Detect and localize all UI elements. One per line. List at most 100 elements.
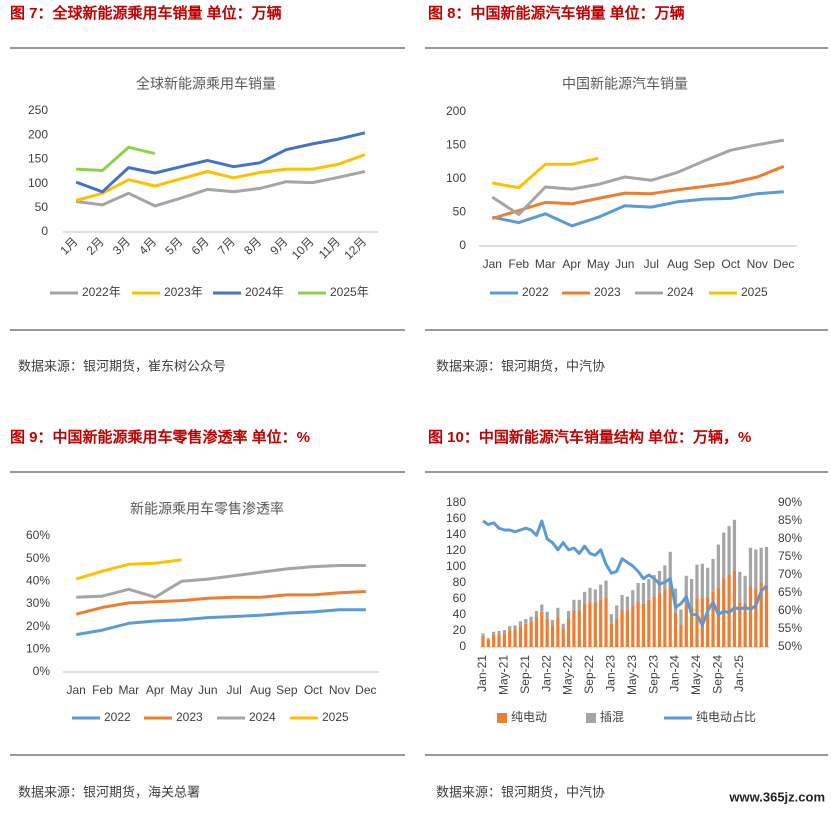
x-tick-label: Sep-23 xyxy=(646,655,660,694)
x-tick-label: Jan xyxy=(66,683,85,697)
chart-title: 全球新能源乘用车销量 xyxy=(136,76,276,92)
bar-segment xyxy=(497,634,501,647)
bar-segment xyxy=(604,580,608,598)
series-line xyxy=(492,156,599,190)
y-tick-label: 50 xyxy=(453,205,467,219)
y2-tick-label: 85% xyxy=(778,513,802,527)
bar-segment xyxy=(583,591,587,604)
x-tick-label: Nov xyxy=(329,683,350,697)
x-tick-label: Oct xyxy=(304,683,323,697)
x-tick-label: Nov xyxy=(747,257,768,271)
legend-label: 2025 xyxy=(322,710,349,724)
bar-segment xyxy=(668,579,672,647)
bar-segment xyxy=(615,605,619,619)
x-tick-label: Jan-25 xyxy=(732,655,746,692)
legend-label: 2022 xyxy=(104,710,131,724)
y-tick-label: 20 xyxy=(453,623,467,637)
bar-segment xyxy=(711,591,715,647)
bar-segment xyxy=(684,603,688,647)
bar-segment xyxy=(609,623,613,647)
bar-segment xyxy=(759,583,763,647)
bar-segment xyxy=(647,579,651,600)
bar-segment xyxy=(663,589,667,647)
bar-segment xyxy=(545,611,549,619)
series-line xyxy=(75,153,366,202)
bar-segment xyxy=(690,579,694,607)
bar-segment xyxy=(652,596,656,647)
bar-segment xyxy=(711,559,715,592)
bar-segment xyxy=(679,624,683,647)
y-tick-label: 50% xyxy=(26,551,50,565)
bar-segment xyxy=(550,619,555,626)
bar-segment xyxy=(502,633,506,647)
bar-segment xyxy=(599,584,603,600)
bar-segment xyxy=(492,635,496,647)
legend-label: 2024年 xyxy=(245,285,284,299)
x-tick-label: 10月 xyxy=(289,234,317,262)
x-tick-label: Jan-22 xyxy=(539,655,553,692)
series-line xyxy=(491,164,785,220)
bar-segment xyxy=(716,587,720,647)
x-tick-label: Mar xyxy=(535,257,556,271)
series-line xyxy=(491,138,785,216)
bar-segment xyxy=(620,595,624,610)
x-tick-label: Feb xyxy=(92,683,113,697)
y2-tick-label: 80% xyxy=(778,531,802,545)
y-tick-label: 0% xyxy=(33,664,51,678)
bar-segment xyxy=(743,575,747,603)
y-tick-label: 100 xyxy=(446,559,466,573)
y-tick-label: 180 xyxy=(446,495,466,509)
x-tick-label: Dec xyxy=(355,683,376,697)
chart-title: 新能源乘用车零售渗透率 xyxy=(130,501,284,517)
legend-label: 2023 xyxy=(594,285,621,299)
legend-label: 2022 xyxy=(522,285,549,299)
bar-segment xyxy=(743,603,747,647)
bar-segment xyxy=(764,584,769,647)
x-tick-label: Jan xyxy=(483,257,502,271)
bar-segment xyxy=(732,519,737,571)
x-tick-label: 5月 xyxy=(162,234,185,257)
y2-tick-label: 55% xyxy=(778,621,802,635)
watermark: www.365jz.com xyxy=(728,789,825,804)
y-tick-label: 100 xyxy=(28,176,48,190)
bar-segment xyxy=(486,638,490,640)
series-line xyxy=(492,190,784,228)
y2-tick-label: 60% xyxy=(778,603,802,617)
y-tick-label: 60 xyxy=(453,591,467,605)
bar-segment xyxy=(540,604,544,612)
y-tick-label: 0 xyxy=(41,224,48,238)
bar-segment xyxy=(759,547,763,583)
y-tick-label: 200 xyxy=(446,104,466,118)
bar-segment xyxy=(588,587,592,603)
x-tick-label: 6月 xyxy=(189,234,212,257)
bar-segment xyxy=(481,635,485,647)
y-tick-label: 60% xyxy=(26,528,50,542)
bar-segment xyxy=(566,611,571,619)
bar-segment xyxy=(738,571,742,603)
bar-segment xyxy=(513,625,517,630)
bar-segment xyxy=(566,619,571,647)
series-line xyxy=(482,519,768,627)
bar-segment xyxy=(556,607,560,618)
x-tick-label: May-24 xyxy=(689,655,703,695)
y2-tick-label: 70% xyxy=(778,567,802,581)
bar-segment xyxy=(668,551,672,580)
bar-segment xyxy=(604,597,608,647)
y-tick-label: 140 xyxy=(446,527,466,541)
x-tick-label: Jan-24 xyxy=(668,655,682,692)
bar-segment xyxy=(524,623,528,647)
bar-segment xyxy=(577,611,581,647)
legend-label: 2023年 xyxy=(164,285,203,299)
legend-label: 纯电动 xyxy=(511,710,547,724)
bar-segment xyxy=(625,610,630,647)
bar-segment xyxy=(716,544,720,588)
bar-segment xyxy=(534,611,539,617)
bar-segment xyxy=(695,564,699,599)
figure-title: 图 10：中国新能源汽车销量结构 单位：万辆，% xyxy=(428,428,751,446)
x-tick-label: 4月 xyxy=(136,234,159,257)
bar-segment xyxy=(722,532,726,579)
series-line xyxy=(75,608,366,637)
bar-segment xyxy=(492,631,496,635)
x-tick-label: 11月 xyxy=(316,234,343,261)
y-tick-label: 20% xyxy=(26,619,50,633)
